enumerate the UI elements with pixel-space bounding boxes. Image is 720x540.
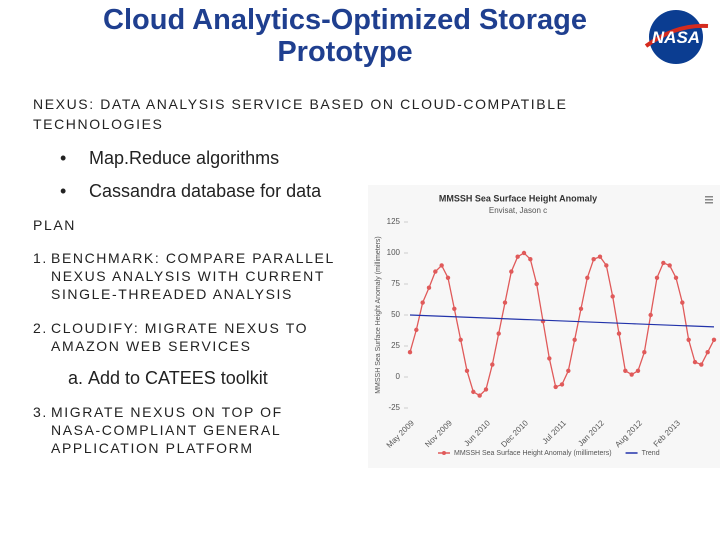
point [705, 350, 710, 355]
bullet-marker: • [60, 181, 67, 201]
y-tick-label: 75 [391, 279, 400, 288]
point [528, 257, 533, 262]
point [490, 362, 495, 367]
item-line: NEXUS ANALYSIS WITH CURRENT [51, 268, 325, 284]
point [642, 350, 647, 355]
point [464, 368, 470, 373]
legend-label: MMSSH Sea Surface Height Anomaly (millim… [454, 450, 612, 457]
point [686, 337, 691, 342]
point [547, 356, 552, 361]
menu-icon [705, 196, 713, 204]
item-line: BENCHMARK: COMPARE PARALLEL [51, 250, 335, 266]
point [591, 257, 596, 262]
item-line: NASA-COMPLIANT GENERAL [51, 422, 282, 438]
y-axis-label: MMSSH Sea Surface Height Anomaly (millim… [375, 236, 382, 394]
bullet-text: Map.Reduce algorithms [89, 148, 280, 168]
point [692, 359, 698, 365]
point [515, 254, 520, 259]
bullet-text: Cassandra database for data [89, 181, 322, 201]
legend-swatch [442, 451, 446, 455]
point [597, 254, 603, 259]
item-number: 2. [33, 320, 48, 336]
point [414, 327, 419, 333]
point [534, 281, 539, 287]
subitem-number: a. [68, 368, 84, 388]
y-tick-label: 125 [387, 217, 401, 226]
point [458, 337, 463, 342]
y-tick-label: -25 [388, 403, 400, 412]
point [502, 300, 508, 305]
plan-heading: PLAN [33, 217, 76, 233]
item-number: 3. [33, 404, 48, 420]
point [483, 387, 489, 392]
y-tick-label: 100 [387, 248, 401, 257]
point [673, 275, 679, 280]
point [585, 275, 590, 280]
point [426, 285, 432, 290]
item-line: SINGLE-THREADED ANALYSIS [51, 286, 293, 302]
legend-label: Trend [642, 450, 660, 457]
chart-subtitle: Envisat, Jason c [489, 206, 547, 215]
point [635, 368, 641, 373]
item-number: 1. [33, 250, 48, 266]
point [445, 275, 451, 280]
item-line: APPLICATION PLATFORM [51, 440, 254, 456]
chart: MMSSH Sea Surface Height Anomaly Envisat… [368, 185, 720, 468]
point [572, 337, 577, 342]
point [439, 263, 444, 268]
point [604, 263, 609, 268]
point [496, 331, 501, 336]
y-tick-label: 50 [391, 310, 400, 319]
point [616, 331, 622, 336]
point [553, 384, 558, 390]
slide-title: Cloud Analytics-Optimized Storage Protot… [103, 4, 587, 68]
intro-text: NEXUS: DATA ANALYSIS SERVICE BASED ON CL… [33, 96, 568, 132]
item-line: MIGRATE NEXUS ON TOP OF [51, 404, 283, 420]
point [680, 300, 685, 305]
series-line [409, 314, 715, 328]
point [629, 372, 634, 377]
point [623, 368, 628, 373]
point [566, 368, 571, 373]
point [699, 362, 704, 367]
logo-text: NASA [652, 28, 700, 47]
point [477, 393, 482, 398]
point [661, 260, 666, 266]
point [452, 306, 457, 311]
point [420, 300, 425, 305]
point [654, 275, 660, 280]
point [667, 263, 672, 268]
y-tick-label: 25 [391, 341, 400, 350]
point [610, 294, 615, 299]
chart-title: MMSSH Sea Surface Height Anomaly [439, 193, 597, 203]
point [648, 312, 653, 318]
point [521, 250, 527, 256]
point [711, 337, 717, 342]
point [471, 389, 476, 395]
subitem-text: Add to CATEES toolkit [88, 368, 268, 388]
point [433, 269, 438, 274]
point [509, 269, 514, 274]
item-line: AMAZON WEB SERVICES [51, 338, 252, 354]
item-line: CLOUDIFY: MIGRATE NEXUS TO [51, 320, 309, 336]
nasa-logo: NASA [644, 10, 709, 64]
point [559, 382, 565, 387]
point [407, 350, 413, 355]
y-tick-label: 0 [396, 372, 401, 381]
point [578, 306, 584, 311]
bullet-marker: • [60, 148, 67, 168]
